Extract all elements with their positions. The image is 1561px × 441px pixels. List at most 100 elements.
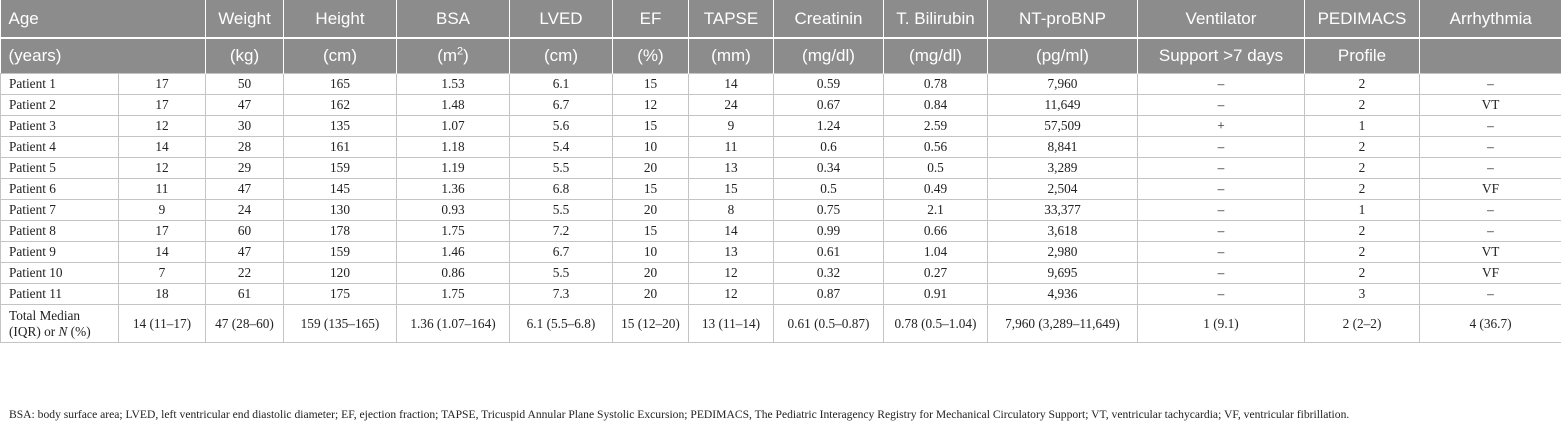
table-row: Patient 1 17 50 165 1.53 6.1 15 14 0.59 0.78 7,960…: [0, 73, 1561, 95]
cell-pedimacs: 1: [1304, 115, 1420, 137]
cell-arrhythmia: –: [1419, 199, 1561, 221]
cell-ef: 10: [612, 241, 689, 263]
cell-weight: 22: [205, 262, 284, 284]
cell-ntprobnp: 11,649: [987, 94, 1138, 116]
cell-age: 17: [118, 94, 206, 116]
cell-ntprobnp: 8,841: [987, 136, 1138, 158]
header-bilirubin-unit: (mg/dl): [883, 38, 988, 74]
cell-lved: 5.5: [509, 157, 613, 179]
cell-arrhythmia: –: [1419, 283, 1561, 305]
header-ntprobnp: NT-proBNP: [987, 0, 1138, 39]
cell-age: 17: [118, 73, 206, 95]
cell-tapse: 9: [688, 115, 774, 137]
cell-ntprobnp: 2,980: [987, 241, 1138, 263]
cell-lved: 6.7: [509, 94, 613, 116]
total-ventilator: 1 (9.1): [1137, 304, 1305, 343]
cell-height: 159: [283, 157, 397, 179]
total-bilirubin: 0.78 (0.5–1.04): [883, 304, 988, 343]
cell-ntprobnp: 3,289: [987, 157, 1138, 179]
total-label-prefix: (IQR) or: [9, 323, 59, 339]
cell-bsa: 1.53: [396, 73, 510, 95]
cell-pedimacs: 2: [1304, 136, 1420, 158]
total-label: Total Median (IQR) or N (%): [0, 304, 119, 343]
cell-ntprobnp: 4,936: [987, 283, 1138, 305]
cell-age: 11: [118, 178, 206, 200]
header-tapse-unit: (mm): [688, 38, 774, 74]
table-row: Patient 9 14 47 159 1.46 6.7 10 13 0.61 1.04 2,980…: [0, 241, 1561, 263]
total-bsa: 1.36 (1.07–164): [396, 304, 510, 343]
cell-arrhythmia: –: [1419, 220, 1561, 242]
cell-patient: Patient 7: [0, 199, 119, 221]
cell-bsa: 1.48: [396, 94, 510, 116]
cell-bsa: 0.86: [396, 262, 510, 284]
header-arrhythmia-sub: [1419, 38, 1561, 74]
header-lved: LVED: [509, 0, 613, 39]
cell-ntprobnp: 33,377: [987, 199, 1138, 221]
cell-bsa: 0.93: [396, 199, 510, 221]
cell-creatinin: 0.6: [773, 136, 884, 158]
cell-bilirubin: 0.84: [883, 94, 988, 116]
cell-weight: 28: [205, 136, 284, 158]
cell-patient: Patient 2: [0, 94, 119, 116]
cell-tapse: 13: [688, 157, 774, 179]
header-bsa-unit-open: (m: [437, 46, 458, 65]
header-bsa-unit-close: ): [463, 46, 469, 65]
cell-lved: 6.7: [509, 241, 613, 263]
cell-creatinin: 0.99: [773, 220, 884, 242]
cell-lved: 6.1: [509, 73, 613, 95]
cell-pedimacs: 3: [1304, 283, 1420, 305]
cell-creatinin: 0.34: [773, 157, 884, 179]
header-creatinin: Creatinin: [773, 0, 884, 39]
header-ventilator-sub: Support >7 days: [1137, 38, 1305, 74]
cell-patient: Patient 8: [0, 220, 119, 242]
cell-height: 165: [283, 73, 397, 95]
cell-ef: 20: [612, 199, 689, 221]
cell-patient: Patient 1: [0, 73, 119, 95]
table-row: Patient 6 11 47 145 1.36 6.8 15 15 0.5 0.49 2,504–…: [0, 178, 1561, 200]
cell-bsa: 1.18: [396, 136, 510, 158]
header-row-1: Age Weight Height BSA LVED EF TAPSE Crea…: [0, 0, 1561, 39]
cell-age: 12: [118, 157, 206, 179]
cell-height: 159: [283, 241, 397, 263]
cell-arrhythmia: VT: [1419, 94, 1561, 116]
cell-patient: Patient 6: [0, 178, 119, 200]
cell-height: 161: [283, 136, 397, 158]
cell-ef: 20: [612, 157, 689, 179]
cell-tapse: 12: [688, 283, 774, 305]
header-height-unit: (cm): [283, 38, 397, 74]
cell-ef: 15: [612, 73, 689, 95]
total-pedimacs: 2 (2–2): [1304, 304, 1420, 343]
table-footnote: BSA: body surface area; LVED, left ventr…: [9, 408, 1350, 421]
cell-weight: 24: [205, 199, 284, 221]
cell-ventilator: –: [1137, 73, 1305, 95]
cell-pedimacs: 2: [1304, 262, 1420, 284]
cell-bsa: 1.36: [396, 178, 510, 200]
cell-bsa: 1.75: [396, 283, 510, 305]
cell-patient: Patient 4: [0, 136, 119, 158]
cell-patient: Patient 10: [0, 262, 119, 284]
cell-ventilator: +: [1137, 115, 1305, 137]
cell-lved: 5.6: [509, 115, 613, 137]
cell-bsa: 1.46: [396, 241, 510, 263]
table-row: Patient 3 12 30 135 1.07 5.6 15 9 1.24 2.59 57,509…: [0, 115, 1561, 137]
total-age: 14 (11–17): [118, 304, 206, 343]
cell-ntprobnp: 9,695: [987, 262, 1138, 284]
cell-arrhythmia: VF: [1419, 262, 1561, 284]
cell-tapse: 15: [688, 178, 774, 200]
total-row: Total Median (IQR) or N (%) 14 (11–17) 47…: [0, 304, 1561, 343]
cell-bilirubin: 2.1: [883, 199, 988, 221]
cell-weight: 47: [205, 241, 284, 263]
cell-bilirubin: 0.91: [883, 283, 988, 305]
cell-patient: Patient 9: [0, 241, 119, 263]
cell-arrhythmia: VT: [1419, 241, 1561, 263]
cell-weight: 60: [205, 220, 284, 242]
cell-pedimacs: 2: [1304, 73, 1420, 95]
cell-bsa: 1.07: [396, 115, 510, 137]
cell-ntprobnp: 2,504: [987, 178, 1138, 200]
header-weight: Weight: [205, 0, 284, 39]
table-row: Patient 5 12 29 159 1.19 5.5 20 13 0.34 0.5 3,289–…: [0, 157, 1561, 179]
header-bsa-unit: (m2): [396, 38, 510, 74]
cell-bilirubin: 0.49: [883, 178, 988, 200]
cell-arrhythmia: –: [1419, 115, 1561, 137]
cell-ef: 20: [612, 283, 689, 305]
